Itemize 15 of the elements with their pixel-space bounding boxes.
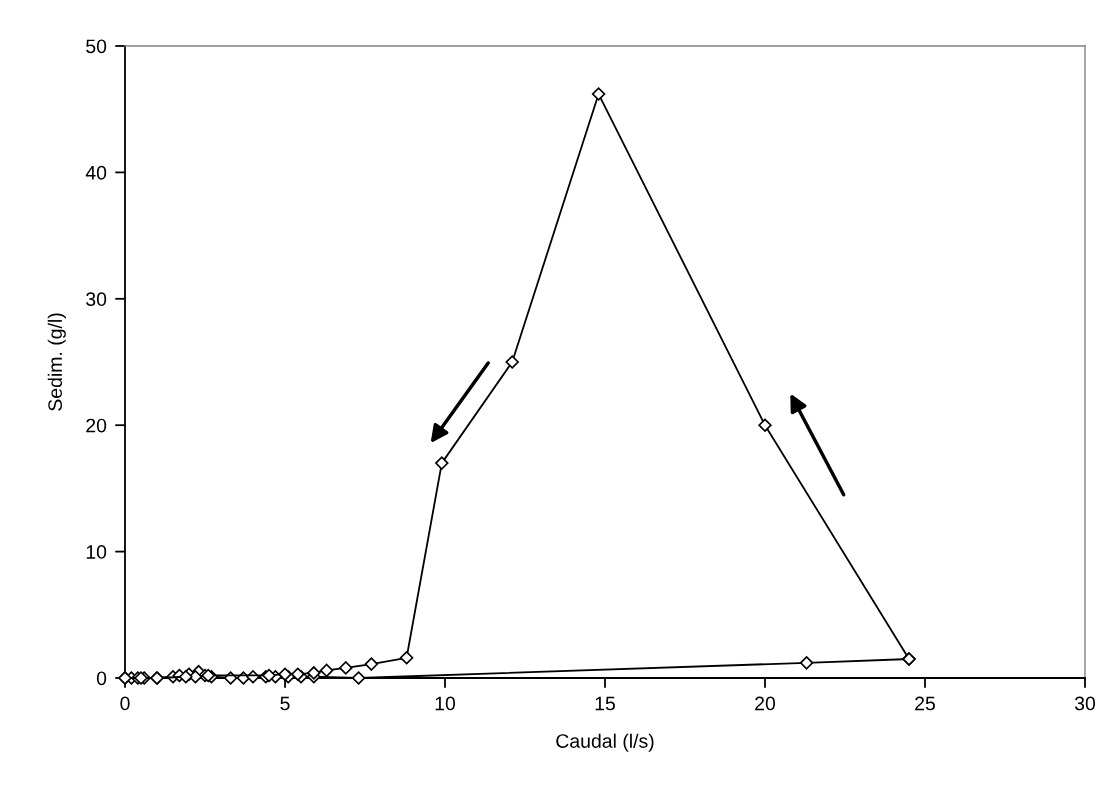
y-tick-label: 40 [85, 165, 107, 180]
x-tick-label: 5 [280, 696, 290, 711]
x-tick-label: 25 [915, 696, 935, 711]
x-axis-title: Caudal (l/s) [556, 733, 654, 752]
x-tick-label: 30 [1074, 696, 1096, 711]
y-axis-title: Sedim. (g/l) [47, 313, 66, 411]
y-tick-label: 20 [86, 418, 107, 433]
y-tick-label: 0 [96, 671, 107, 686]
x-tick-label: 0 [120, 696, 130, 711]
y-tick-label: 10 [86, 545, 107, 559]
x-tick-label: 15 [595, 696, 615, 711]
x-tick-label: 20 [755, 696, 776, 711]
y-tick-label: 30 [86, 292, 107, 307]
y-tick-label: 50 [86, 39, 107, 54]
x-tick-label: 10 [435, 696, 456, 711]
